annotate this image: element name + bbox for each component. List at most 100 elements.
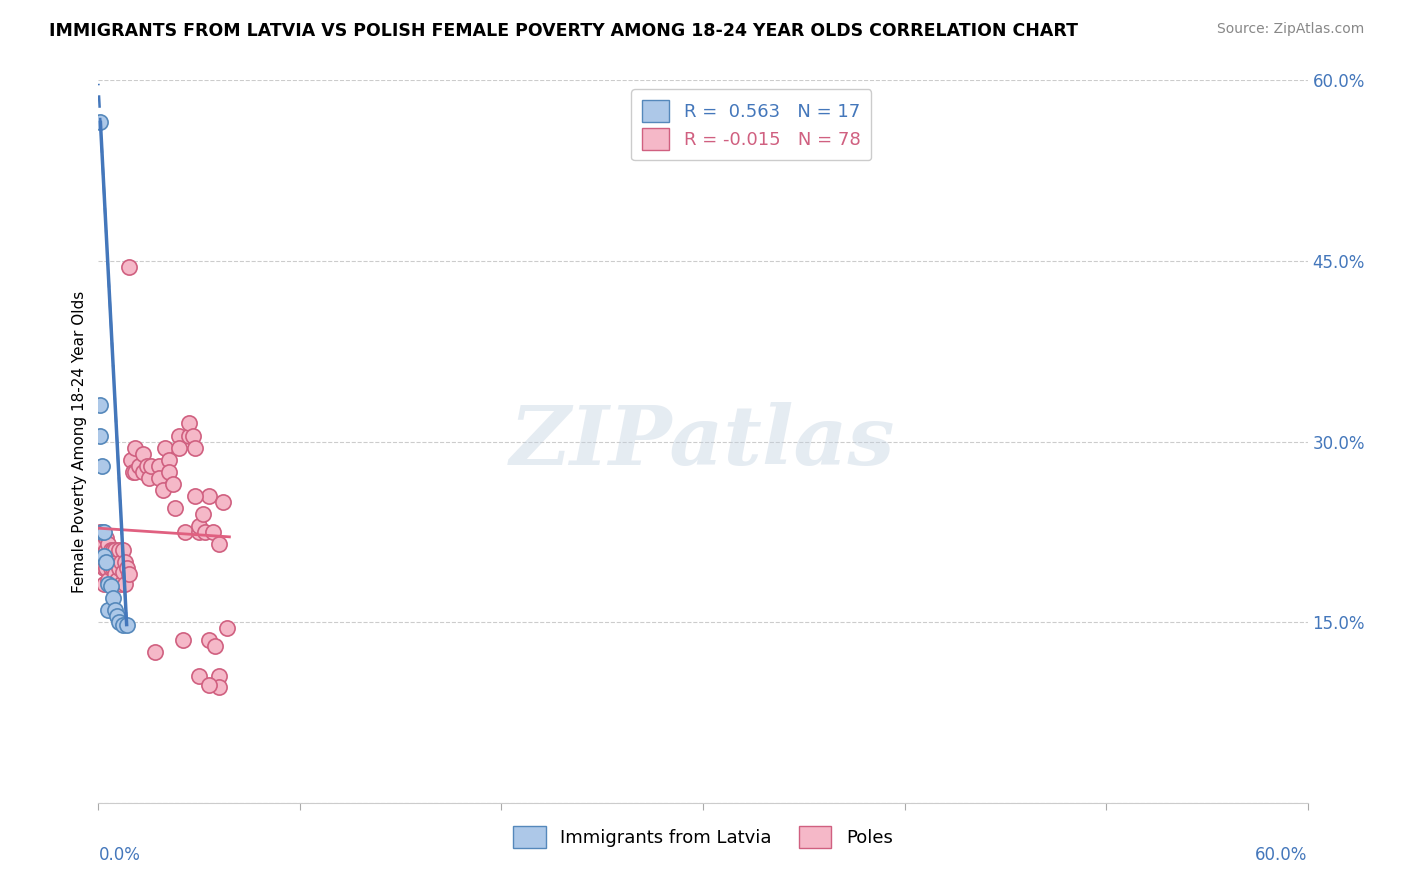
Text: IMMIGRANTS FROM LATVIA VS POLISH FEMALE POVERTY AMONG 18-24 YEAR OLDS CORRELATIO: IMMIGRANTS FROM LATVIA VS POLISH FEMALE … xyxy=(49,22,1078,40)
Point xyxy=(179,428,201,442)
Point xyxy=(101,591,124,605)
Point xyxy=(163,500,186,515)
Point xyxy=(101,542,124,557)
Text: ZIPatlas: ZIPatlas xyxy=(510,401,896,482)
Point xyxy=(100,542,122,557)
Point xyxy=(148,470,170,484)
Point xyxy=(103,603,125,617)
Point xyxy=(111,565,134,579)
Point xyxy=(96,531,118,545)
Point xyxy=(91,531,114,545)
Point xyxy=(157,465,180,479)
Point xyxy=(115,561,138,575)
Point xyxy=(100,561,122,575)
Legend: Immigrants from Latvia, Poles: Immigrants from Latvia, Poles xyxy=(506,819,900,855)
Point xyxy=(172,633,194,648)
Point xyxy=(179,417,201,431)
Point xyxy=(132,446,155,460)
Point xyxy=(208,669,231,683)
Point xyxy=(114,576,136,591)
Point xyxy=(120,452,142,467)
Point xyxy=(111,617,134,632)
Point xyxy=(148,458,170,473)
Point xyxy=(152,483,174,497)
Point xyxy=(135,458,157,473)
Point xyxy=(107,615,129,630)
Point xyxy=(208,680,231,694)
Point xyxy=(174,524,197,539)
Point xyxy=(181,428,204,442)
Point xyxy=(188,518,211,533)
Point xyxy=(93,561,115,575)
Point xyxy=(212,494,235,508)
Point xyxy=(217,621,239,635)
Point xyxy=(204,639,226,653)
Point xyxy=(208,537,231,551)
Point xyxy=(97,576,120,591)
Point xyxy=(89,115,111,129)
Text: Source: ZipAtlas.com: Source: ZipAtlas.com xyxy=(1216,22,1364,37)
Point xyxy=(97,537,120,551)
Point xyxy=(103,542,125,557)
Point xyxy=(89,531,111,545)
Point xyxy=(198,489,221,503)
Point xyxy=(89,398,111,412)
Point xyxy=(198,633,221,648)
Point xyxy=(91,458,114,473)
Point xyxy=(114,555,136,569)
Point xyxy=(118,567,141,582)
Point xyxy=(96,561,118,575)
Point xyxy=(97,603,120,617)
Point xyxy=(107,561,129,575)
Point xyxy=(105,555,128,569)
Point xyxy=(89,524,111,539)
Point xyxy=(121,465,143,479)
Point xyxy=(143,645,166,659)
Point xyxy=(100,579,122,593)
Point xyxy=(96,555,118,569)
Point xyxy=(107,542,129,557)
Point xyxy=(110,555,132,569)
Point xyxy=(96,542,118,557)
Point xyxy=(91,524,114,539)
Point xyxy=(91,524,114,539)
Point xyxy=(132,465,155,479)
Point xyxy=(167,441,190,455)
Point xyxy=(128,458,150,473)
Point xyxy=(115,617,138,632)
Point xyxy=(124,441,146,455)
Point xyxy=(105,573,128,587)
Point xyxy=(124,465,146,479)
Text: 0.0%: 0.0% xyxy=(98,847,141,864)
Y-axis label: Female Poverty Among 18-24 Year Olds: Female Poverty Among 18-24 Year Olds xyxy=(72,291,87,592)
Point xyxy=(139,458,162,473)
Point xyxy=(118,260,141,274)
Point xyxy=(93,549,115,563)
Point xyxy=(188,524,211,539)
Point xyxy=(93,576,115,591)
Point xyxy=(103,567,125,582)
Point xyxy=(105,609,128,624)
Point xyxy=(167,428,190,442)
Point xyxy=(157,452,180,467)
Point xyxy=(110,576,132,591)
Point xyxy=(89,537,111,551)
Point xyxy=(153,441,176,455)
Point xyxy=(194,524,217,539)
Text: 60.0%: 60.0% xyxy=(1256,847,1308,864)
Point xyxy=(198,678,221,692)
Point xyxy=(91,542,114,557)
Point xyxy=(93,524,115,539)
Point xyxy=(97,555,120,569)
Point xyxy=(202,524,225,539)
Point xyxy=(138,470,160,484)
Point xyxy=(111,542,134,557)
Point xyxy=(188,669,211,683)
Point xyxy=(184,489,207,503)
Point xyxy=(193,507,215,521)
Point xyxy=(89,428,111,442)
Point xyxy=(184,441,207,455)
Point xyxy=(97,573,120,587)
Point xyxy=(101,561,124,575)
Point xyxy=(93,531,115,545)
